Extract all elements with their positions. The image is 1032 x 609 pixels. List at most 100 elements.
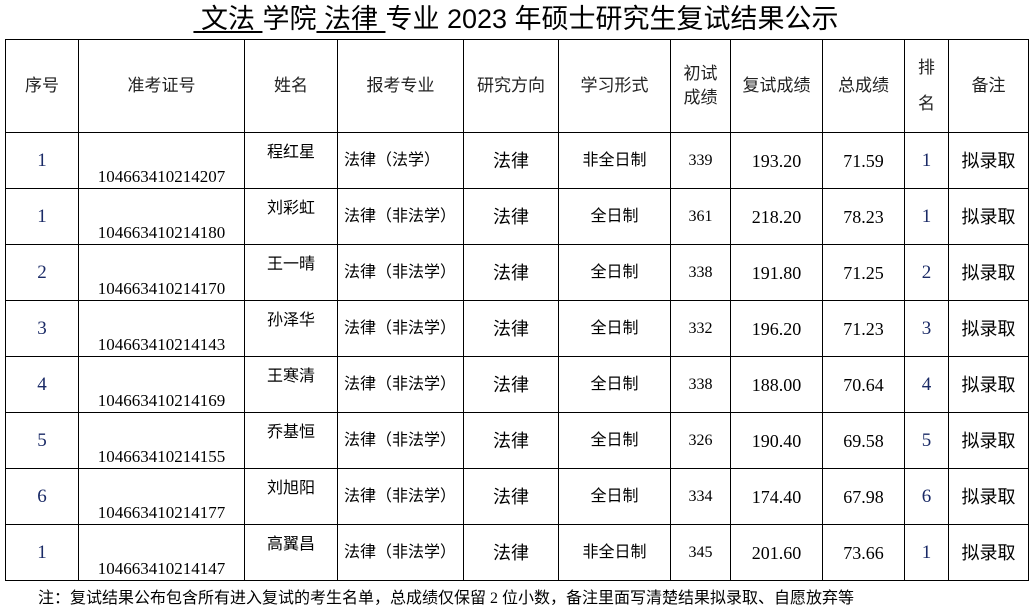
- column-header: 总成绩: [822, 39, 905, 133]
- study-mode-cell: 全日制: [558, 244, 671, 301]
- footnote: 注：复试结果公布包含所有进入复试的考生名单，总成绩仅保留 2 位小数，备注里面写…: [38, 590, 855, 607]
- prelim-score-cell: 361: [670, 188, 731, 245]
- major-cell: 法律（非法学）: [337, 244, 464, 301]
- rank-cell: 1: [904, 524, 949, 581]
- direction-cell: 法律: [463, 468, 559, 525]
- remark-cell: 拟录取: [948, 468, 1029, 525]
- column-header-label: 序号: [25, 76, 59, 95]
- table-row: 1 104663410214180 刘彩虹 法律（非法学） 法律 全日制 361 218.20…: [5, 188, 1029, 245]
- column-header: 初试成绩: [670, 39, 731, 133]
- column-header-label: 准考证号: [127, 76, 196, 95]
- column-header-label: 报考专业: [366, 76, 435, 95]
- retest-score-cell: 196.20: [730, 300, 823, 357]
- total-score-cell: 78.23: [822, 188, 905, 245]
- major-cell: 法律（非法学）: [337, 524, 464, 581]
- total-score-cell: 70.64: [822, 356, 905, 413]
- name-cell: 程红星: [244, 132, 338, 189]
- column-header-label: 研究方向: [477, 76, 545, 95]
- remark-cell: 拟录取: [948, 188, 1029, 245]
- retest-score-cell: 191.80: [730, 244, 823, 301]
- remark-cell: 拟录取: [948, 524, 1029, 581]
- prelim-score-cell: 338: [670, 244, 731, 301]
- direction-cell: 法律: [463, 524, 559, 581]
- retest-score-cell: 218.20: [730, 188, 823, 245]
- column-header-label: 复试成绩: [742, 76, 811, 95]
- table-row: 4 104663410214169 王寒清 法律（非法学） 法律 全日制 338 188.00…: [5, 356, 1029, 413]
- table-row: 3 104663410214143 孙泽华 法律（非法学） 法律 全日制 332 196.20…: [5, 300, 1029, 357]
- title-college-suffix: 学院: [262, 4, 317, 34]
- table-row: 2 104663410214170 王一晴 法律（非法学） 法律 全日制 338 191.80…: [5, 244, 1029, 301]
- exam-id-cell: 104663410214143: [78, 300, 245, 357]
- total-score-cell: 73.66: [822, 524, 905, 581]
- column-header: 研究方向: [463, 39, 559, 133]
- remark-cell: 拟录取: [948, 412, 1029, 469]
- title-rest: 专业 2023 年硕士研究生复试结果公示: [385, 4, 839, 34]
- direction-cell: 法律: [463, 300, 559, 357]
- column-header: 准考证号: [78, 39, 245, 133]
- column-header-label: 排名: [917, 58, 935, 113]
- column-header: 排名: [904, 39, 949, 133]
- study-mode-cell: 全日制: [558, 356, 671, 413]
- header-row: 序号 准考证号 姓名 报考专业 研究方向 学习形式 初试成绩 复试成绩 总成绩 排名 备注: [5, 39, 1029, 133]
- rank-cell: 5: [904, 412, 949, 469]
- study-mode-cell: 非全日制: [558, 524, 671, 581]
- column-header: 复试成绩: [730, 39, 823, 133]
- rank-cell: 6: [904, 468, 949, 525]
- page-title: 文法 学院 法律 专业 2023 年硕士研究生复试结果公示: [0, 0, 1032, 38]
- seq-cell: 1: [5, 524, 79, 581]
- seq-cell: 4: [5, 356, 79, 413]
- column-header: 学习形式: [558, 39, 671, 133]
- column-header: 姓名: [244, 39, 338, 133]
- name-cell: 王寒清: [244, 356, 338, 413]
- column-header: 报考专业: [337, 39, 464, 133]
- name-cell: 乔基恒: [244, 412, 338, 469]
- column-header: 序号: [5, 39, 79, 133]
- seq-cell: 1: [5, 188, 79, 245]
- major-cell: 法律（法学）: [337, 132, 464, 189]
- column-header-label: 学习形式: [580, 76, 649, 95]
- remark-cell: 拟录取: [948, 356, 1029, 413]
- results-table: 序号 准考证号 姓名 报考专业 研究方向 学习形式 初试成绩 复试成绩 总成绩 排名 备注 1 104…: [5, 39, 1029, 581]
- name-cell: 王一晴: [244, 244, 338, 301]
- seq-cell: 3: [5, 300, 79, 357]
- column-header-label: 备注: [971, 76, 1006, 95]
- name-cell: 高翼昌: [244, 524, 338, 581]
- name-cell: 刘彩虹: [244, 188, 338, 245]
- prelim-score-cell: 334: [670, 468, 731, 525]
- retest-score-cell: 193.20: [730, 132, 823, 189]
- table-row: 1 104663410214207 程红星 法律（法学） 法律 非全日制 339 193.20…: [5, 132, 1029, 189]
- prelim-score-cell: 332: [670, 300, 731, 357]
- exam-id-cell: 104663410214169: [78, 356, 245, 413]
- seq-cell: 1: [5, 132, 79, 189]
- major-cell: 法律（非法学）: [337, 412, 464, 469]
- total-score-cell: 71.59: [822, 132, 905, 189]
- name-cell: 孙泽华: [244, 300, 338, 357]
- rank-cell: 3: [904, 300, 949, 357]
- exam-id-cell: 104663410214180: [78, 188, 245, 245]
- column-header-label: 总成绩: [838, 76, 889, 95]
- total-score-cell: 69.58: [822, 412, 905, 469]
- exam-id-cell: 104663410214170: [78, 244, 245, 301]
- prelim-score-cell: 345: [670, 524, 731, 581]
- major-cell: 法律（非法学）: [337, 356, 464, 413]
- rank-cell: 1: [904, 188, 949, 245]
- table-row: 5 104663410214155 乔基恒 法律（非法学） 法律 全日制 326 190.40…: [5, 412, 1029, 469]
- name-cell: 刘旭阳: [244, 468, 338, 525]
- major-cell: 法律（非法学）: [337, 188, 464, 245]
- study-mode-cell: 全日制: [558, 188, 671, 245]
- exam-id-cell: 104663410214155: [78, 412, 245, 469]
- retest-score-cell: 188.00: [730, 356, 823, 413]
- retest-score-cell: 174.40: [730, 468, 823, 525]
- column-header-label: 初试成绩: [683, 64, 718, 107]
- prelim-score-cell: 338: [670, 356, 731, 413]
- title-major: 法律: [316, 4, 386, 34]
- column-header: 备注: [948, 39, 1029, 133]
- seq-cell: 2: [5, 244, 79, 301]
- study-mode-cell: 全日制: [558, 300, 671, 357]
- seq-cell: 5: [5, 412, 79, 469]
- exam-id-cell: 104663410214147: [78, 524, 245, 581]
- total-score-cell: 67.98: [822, 468, 905, 525]
- major-cell: 法律（非法学）: [337, 468, 464, 525]
- table-row: 1 104663410214147 高翼昌 法律（非法学） 法律 非全日制 345 201.6…: [5, 524, 1029, 581]
- seq-cell: 6: [5, 468, 79, 525]
